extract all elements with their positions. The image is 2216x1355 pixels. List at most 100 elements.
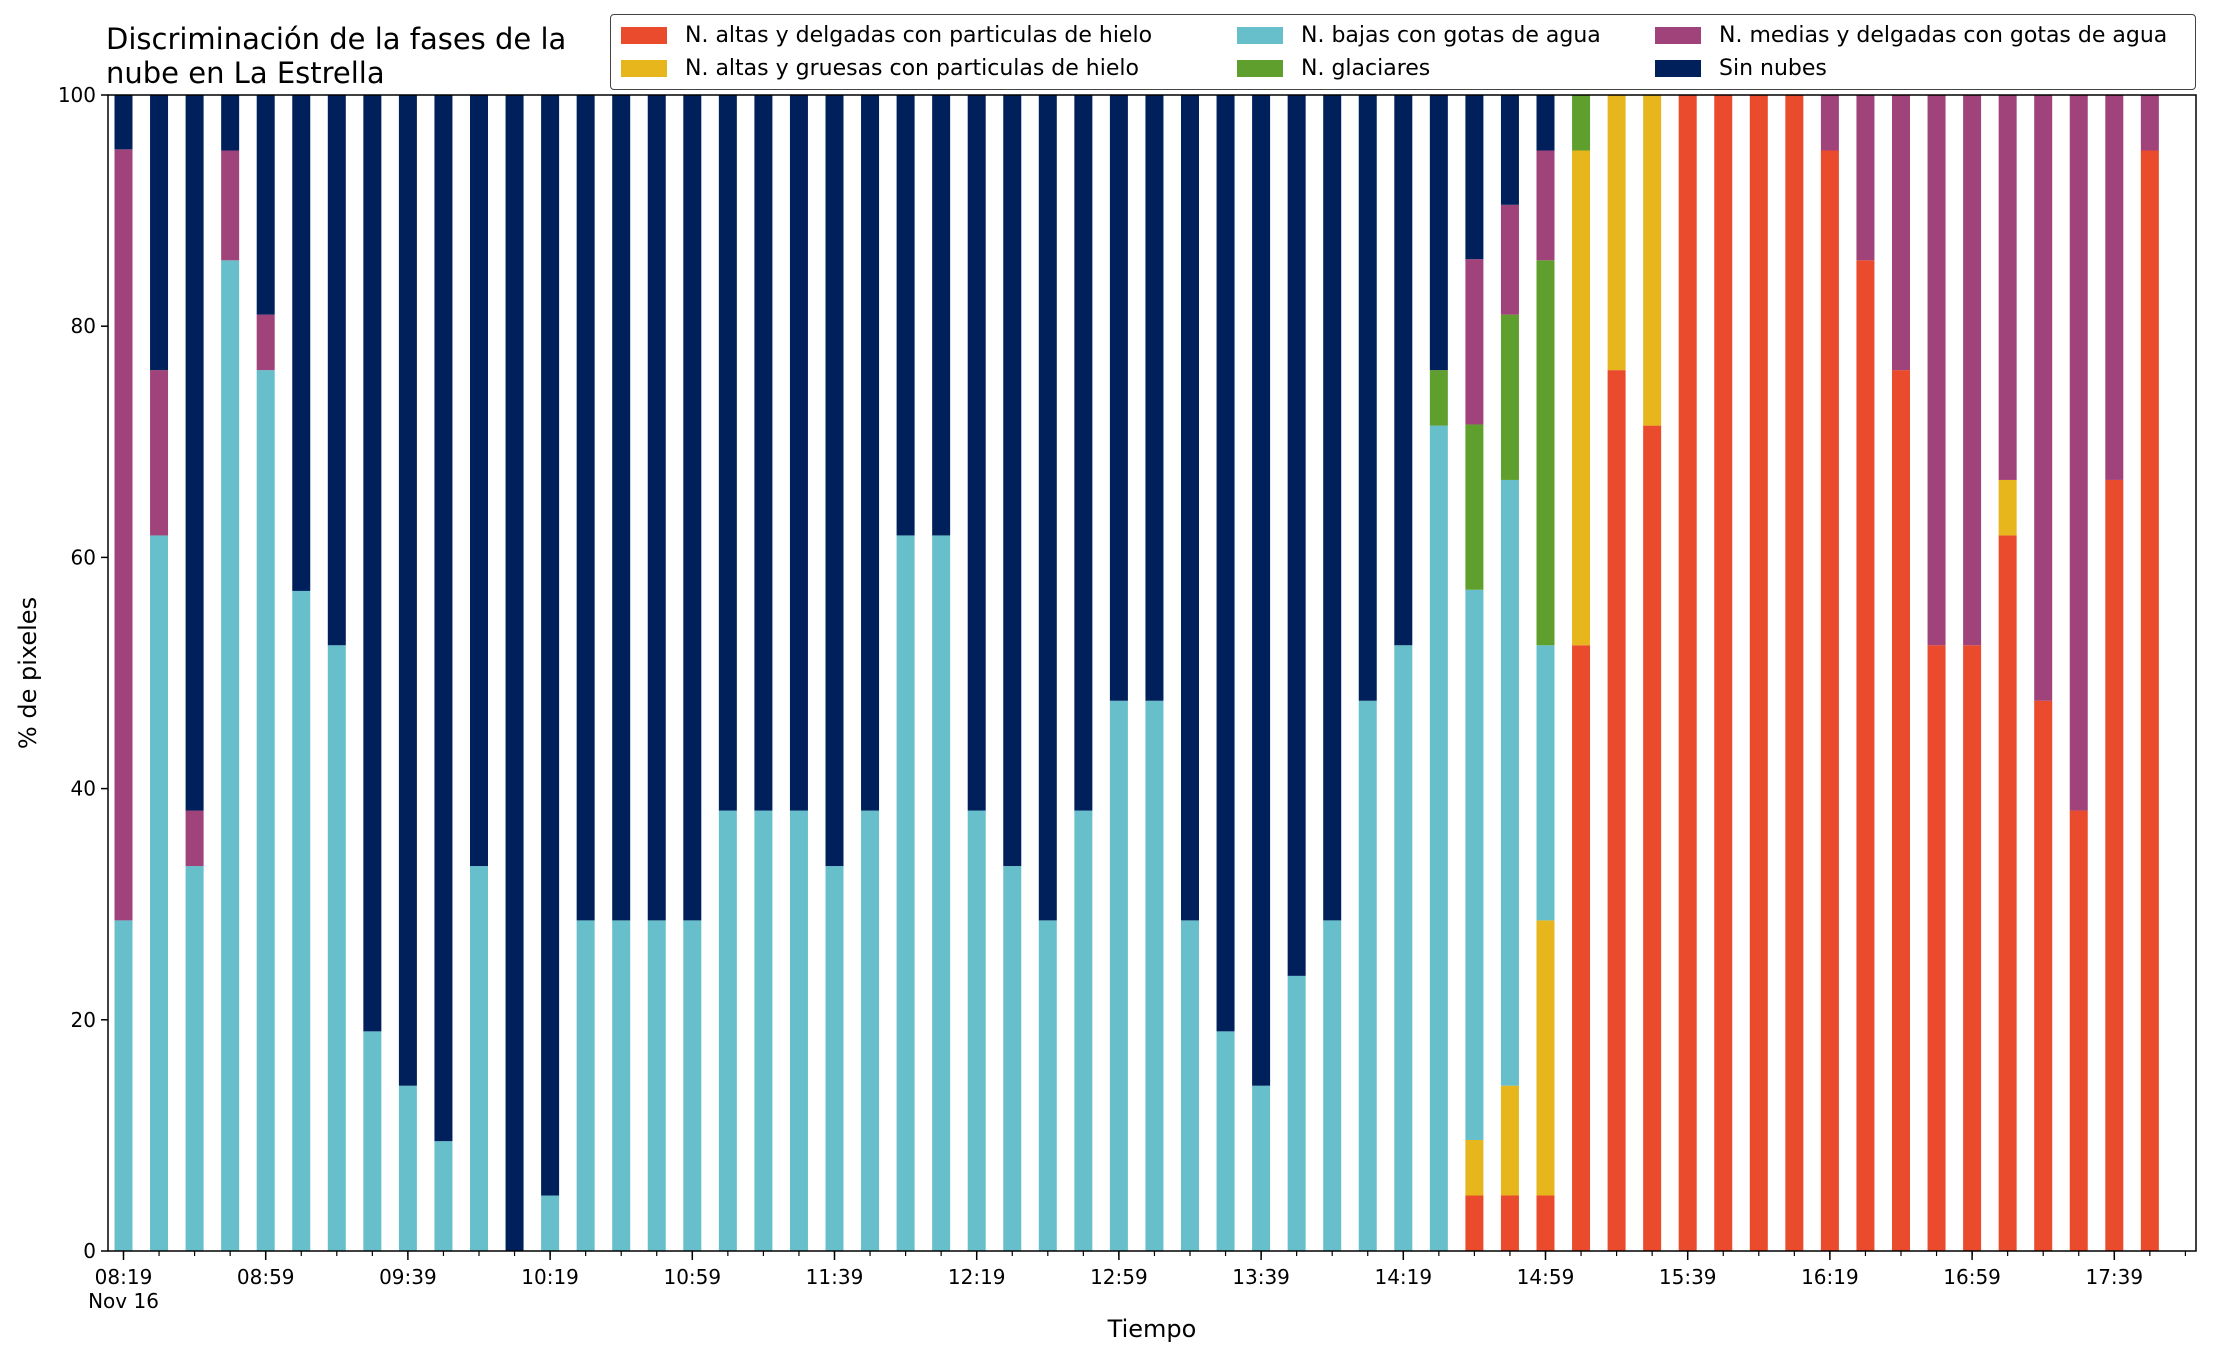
legend: N. altas y delgadas con particulas de hi… xyxy=(610,14,2196,90)
bar-segment-39-series-2 xyxy=(1500,479,1519,1086)
bar-segment-16-series-5 xyxy=(683,95,702,921)
bar-segment-6-series-2 xyxy=(327,645,346,1251)
x-tick-label: 14:19 xyxy=(1374,1265,1432,1289)
bar-segment-52-series-0 xyxy=(1963,645,1982,1251)
bar-segment-31-series-2 xyxy=(1216,1031,1235,1251)
legend-label: Sin nubes xyxy=(1719,55,1827,81)
bar-segment-42-series-0 xyxy=(1607,370,1626,1251)
bar-segment-16-series-2 xyxy=(683,920,702,1251)
bar-segment-40-series-4 xyxy=(1536,150,1555,261)
x-axis-label: Tiempo xyxy=(1107,1315,1197,1343)
bar-segment-33-series-2 xyxy=(1287,975,1306,1251)
bar-segment-11-series-5 xyxy=(505,95,524,1251)
x-tick-label: 11:39 xyxy=(806,1265,864,1289)
bar-segment-19-series-2 xyxy=(789,810,808,1251)
bar-segment-28-series-5 xyxy=(1109,95,1128,701)
bar-segment-42-series-1 xyxy=(1607,95,1626,371)
bar-segment-20-series-5 xyxy=(825,95,844,867)
bar-segment-30-series-5 xyxy=(1181,95,1199,921)
bar-segment-51-series-0 xyxy=(1927,645,1946,1251)
x-tick-label: 10:59 xyxy=(663,1265,721,1289)
bars-group xyxy=(114,95,2159,1252)
bar-segment-23-series-5 xyxy=(932,95,951,536)
bar-segment-21-series-2 xyxy=(861,810,880,1251)
bar-segment-41-series-0 xyxy=(1572,645,1591,1251)
legend-label: N. glaciares xyxy=(1301,55,1431,81)
bar-segment-51-series-4 xyxy=(1927,95,1946,646)
bar-segment-36-series-5 xyxy=(1394,95,1413,646)
bar-segment-48-series-0 xyxy=(1820,150,1839,1251)
bar-segment-33-series-5 xyxy=(1287,95,1306,976)
chart-title: Discriminación de la fases de la nube en… xyxy=(106,22,567,90)
bar-segment-54-series-4 xyxy=(2034,95,2053,701)
bar-segment-40-series-3 xyxy=(1536,260,1555,646)
x-tick-label: 13:39 xyxy=(1232,1265,1290,1289)
y-tick-label: 100 xyxy=(58,83,96,107)
bar-segment-57-series-4 xyxy=(2140,95,2159,151)
y-axis: 0 20 40 60 80 100 xyxy=(58,83,108,1263)
bar-segment-38-series-0 xyxy=(1465,1195,1484,1251)
bar-segment-37-series-3 xyxy=(1429,370,1448,426)
bar-segment-39-series-0 xyxy=(1500,1195,1519,1251)
bar-segment-45-series-0 xyxy=(1714,95,1733,1251)
bar-segment-53-series-4 xyxy=(1998,95,2017,480)
bar-segment-1-series-4 xyxy=(150,370,169,536)
bar-segment-56-series-0 xyxy=(2105,479,2124,1251)
bar-segment-4-series-4 xyxy=(256,314,275,371)
bar-segment-0-series-4 xyxy=(114,149,133,921)
bar-segment-30-series-2 xyxy=(1181,920,1199,1251)
bar-segment-1-series-5 xyxy=(150,95,169,371)
legend-label: N. bajas con gotas de agua xyxy=(1301,22,1601,48)
bar-segment-35-series-5 xyxy=(1358,95,1377,701)
bar-segment-23-series-2 xyxy=(932,535,951,1251)
bar-segment-15-series-5 xyxy=(647,95,666,921)
bar-segment-14-series-2 xyxy=(612,920,631,1251)
bar-segment-40-series-0 xyxy=(1536,1195,1555,1251)
bar-segment-20-series-2 xyxy=(825,866,844,1251)
x-tick-label: 16:59 xyxy=(1943,1265,2001,1289)
bar-segment-31-series-5 xyxy=(1216,95,1235,1032)
bar-segment-1-series-2 xyxy=(150,535,169,1251)
bar-segment-48-series-4 xyxy=(1820,95,1839,151)
bar-segment-38-series-3 xyxy=(1465,424,1484,590)
bar-segment-3-series-2 xyxy=(221,260,240,1252)
bar-segment-41-series-1 xyxy=(1572,150,1591,646)
bar-segment-17-series-2 xyxy=(718,810,737,1251)
bar-segment-9-series-5 xyxy=(434,95,453,1142)
x-tick-label: 14:59 xyxy=(1517,1265,1575,1289)
bar-segment-39-series-5 xyxy=(1500,95,1519,205)
bar-segment-8-series-5 xyxy=(398,95,417,1086)
bar-segment-43-series-0 xyxy=(1643,425,1662,1252)
bar-segment-38-series-1 xyxy=(1465,1140,1484,1196)
legend-item: N. bajas con gotas de agua xyxy=(1237,20,1601,50)
bar-segment-26-series-5 xyxy=(1038,95,1057,921)
bar-segment-34-series-2 xyxy=(1323,920,1342,1251)
bar-segment-12-series-5 xyxy=(541,95,560,1196)
bar-segment-40-series-1 xyxy=(1536,920,1555,1196)
bar-segment-35-series-2 xyxy=(1358,700,1377,1251)
bar-segment-40-series-2 xyxy=(1536,645,1555,921)
y-tick-label: 60 xyxy=(71,545,96,569)
bar-segment-27-series-2 xyxy=(1074,810,1093,1251)
x-tick-label: 16:19 xyxy=(1801,1265,1859,1289)
legend-swatch xyxy=(621,59,667,77)
bar-segment-34-series-5 xyxy=(1323,95,1342,921)
bar-segment-2-series-4 xyxy=(185,810,204,867)
bar-segment-52-series-4 xyxy=(1963,95,1982,646)
x-tick-label: 09:39 xyxy=(379,1265,437,1289)
bar-segment-7-series-2 xyxy=(363,1031,382,1251)
y-axis-label: % de pixeles xyxy=(14,597,42,749)
bar-segment-50-series-4 xyxy=(1892,95,1910,371)
legend-label: N. altas y delgadas con particulas de hi… xyxy=(685,22,1153,48)
bar-segment-39-series-1 xyxy=(1500,1085,1519,1196)
legend-item: N. medias y delgadas con gotas de agua xyxy=(1655,20,2167,50)
x-tick-label: 08:19 xyxy=(95,1265,153,1289)
bar-segment-6-series-5 xyxy=(327,95,346,646)
bar-segment-5-series-2 xyxy=(292,590,311,1251)
bar-segment-24-series-5 xyxy=(967,95,986,811)
legend-item: Sin nubes xyxy=(1655,53,1827,83)
bar-segment-40-series-5 xyxy=(1536,95,1555,151)
bar-segment-22-series-2 xyxy=(896,535,915,1251)
bar-segment-53-series-1 xyxy=(1998,479,2017,536)
bar-segment-56-series-4 xyxy=(2105,95,2124,480)
